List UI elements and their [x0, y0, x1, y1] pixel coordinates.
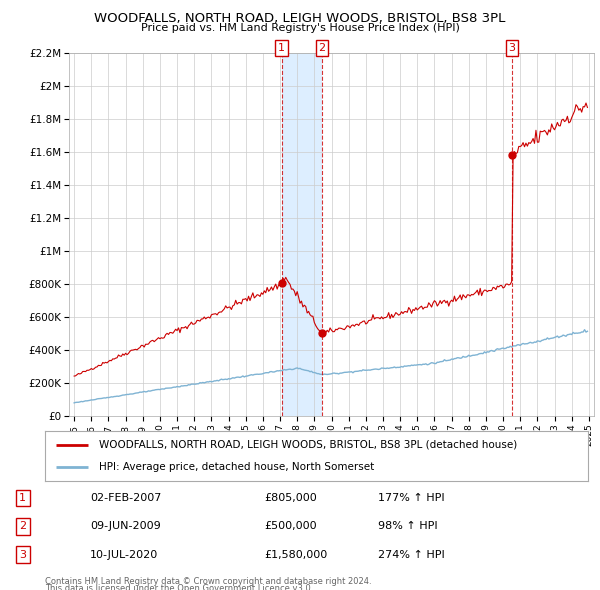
Text: 177% ↑ HPI: 177% ↑ HPI [378, 493, 445, 503]
Text: 98% ↑ HPI: 98% ↑ HPI [378, 522, 437, 531]
Text: This data is licensed under the Open Government Licence v3.0.: This data is licensed under the Open Gov… [45, 584, 313, 590]
Text: 09-JUN-2009: 09-JUN-2009 [90, 522, 161, 531]
Text: £1,580,000: £1,580,000 [264, 550, 327, 559]
Text: Contains HM Land Registry data © Crown copyright and database right 2024.: Contains HM Land Registry data © Crown c… [45, 577, 371, 586]
Text: 3: 3 [509, 43, 515, 53]
Bar [281, 53, 322, 416]
Text: 2: 2 [19, 522, 26, 531]
Text: 274% ↑ HPI: 274% ↑ HPI [378, 550, 445, 559]
Text: 1: 1 [278, 43, 285, 53]
Text: HPI: Average price, detached house, North Somerset: HPI: Average price, detached house, Nort… [100, 462, 374, 472]
Text: 02-FEB-2007: 02-FEB-2007 [90, 493, 161, 503]
Text: £500,000: £500,000 [264, 522, 317, 531]
Text: WOODFALLS, NORTH ROAD, LEIGH WOODS, BRISTOL, BS8 3PL (detached house): WOODFALLS, NORTH ROAD, LEIGH WOODS, BRIS… [100, 440, 518, 450]
Text: Price paid vs. HM Land Registry's House Price Index (HPI): Price paid vs. HM Land Registry's House … [140, 23, 460, 33]
Text: WOODFALLS, NORTH ROAD, LEIGH WOODS, BRISTOL, BS8 3PL: WOODFALLS, NORTH ROAD, LEIGH WOODS, BRIS… [94, 12, 506, 25]
Text: 10-JUL-2020: 10-JUL-2020 [90, 550, 158, 559]
Text: 1: 1 [19, 493, 26, 503]
Text: 2: 2 [319, 43, 325, 53]
Text: 3: 3 [19, 550, 26, 559]
Text: £805,000: £805,000 [264, 493, 317, 503]
